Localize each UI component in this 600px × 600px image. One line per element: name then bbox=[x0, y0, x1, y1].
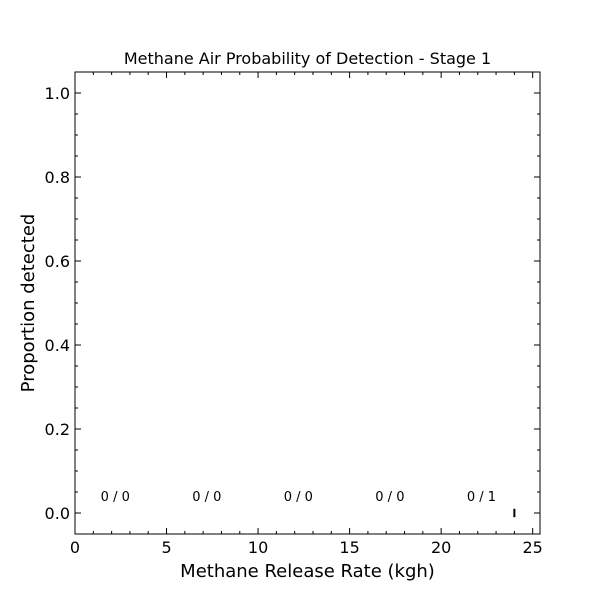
plot-frame bbox=[74, 71, 541, 535]
count-annotation: 0 / 0 bbox=[101, 490, 130, 505]
count-annotations: 0 / 0 0 / 0 0 / 0 0 / 0 0 / 1 bbox=[101, 490, 496, 505]
count-annotation: 0 / 0 bbox=[284, 490, 313, 505]
count-annotation: 0 / 0 bbox=[192, 490, 221, 505]
count-annotation: 0 / 1 bbox=[467, 490, 496, 505]
chart-title: Methane Air Probability of Detection - S… bbox=[124, 49, 491, 68]
x-tick-label: 5 bbox=[161, 538, 171, 557]
y-tick-label: 0.4 bbox=[45, 336, 70, 355]
y-tick-label: 0.8 bbox=[45, 168, 70, 187]
x-tick-label: 0 bbox=[70, 538, 80, 557]
x-tick-label: 15 bbox=[339, 538, 359, 557]
y-axis-label: Proportion detected bbox=[18, 214, 39, 393]
y-tick-label: 1.0 bbox=[45, 84, 70, 103]
y-tick-label: 0.0 bbox=[45, 504, 70, 523]
count-annotation: 0 / 0 bbox=[375, 490, 404, 505]
axis-ticks: 0 5 10 15 20 25 0.0 0.2 0.4 0.6 0.8 1.0 bbox=[45, 72, 543, 557]
y-tick-label: 0.6 bbox=[45, 252, 70, 271]
y-tick-label: 0.2 bbox=[45, 420, 70, 439]
x-tick-label: 25 bbox=[522, 538, 542, 557]
x-axis-label: Methane Release Rate (kgh) bbox=[180, 561, 435, 582]
x-tick-label: 20 bbox=[431, 538, 451, 557]
x-tick-label: 10 bbox=[248, 538, 268, 557]
